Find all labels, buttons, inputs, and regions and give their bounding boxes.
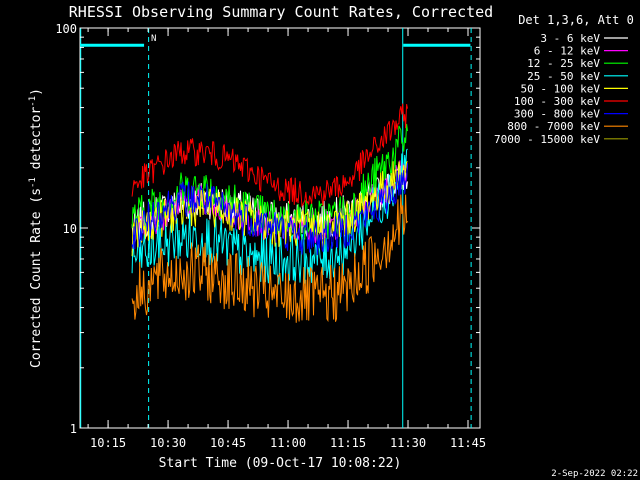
x-tick-label: 11:45: [450, 436, 486, 450]
series-line: [131, 103, 408, 208]
legend-title: Det 1,3,6, Att 0: [518, 13, 634, 27]
y-tick-label: 10: [63, 222, 77, 236]
y-tick-label: 100: [55, 22, 77, 36]
legend-label: 300 - 800 keV: [514, 108, 600, 121]
x-tick-label: 10:15: [90, 436, 126, 450]
x-tick-label: 11:00: [270, 436, 306, 450]
series-line: [131, 194, 408, 323]
series-line: [131, 160, 408, 253]
legend-label: 800 - 7000 keV: [507, 120, 600, 133]
y-axis-label: Corrected Count Rate (s-1 detector-1): [28, 88, 44, 368]
legend-label: 25 - 50 keV: [527, 70, 600, 83]
legend-label: 12 - 25 keV: [527, 57, 600, 70]
plot-date-stamp: 2-Sep-2022 02:22: [551, 469, 638, 479]
chart-title: RHESSI Observing Summary Count Rates, Co…: [69, 3, 493, 21]
x-tick-label: 11:15: [330, 436, 366, 450]
x-tick-label: 10:30: [150, 436, 186, 450]
legend-label: 7000 - 15000 keV: [494, 133, 600, 146]
x-tick-label: 10:45: [210, 436, 246, 450]
legend-label: 100 - 300 keV: [514, 95, 600, 108]
legend-label: 50 - 100 keV: [521, 82, 601, 95]
legend-label: 3 - 6 keV: [540, 32, 600, 45]
y-tick-label: 1: [70, 422, 77, 436]
series-line: [131, 162, 408, 256]
x-axis-label: Start Time (09-Oct-17 10:08:22): [159, 456, 402, 471]
flag-label: N: [151, 34, 156, 44]
x-tick-label: 11:30: [390, 436, 426, 450]
legend-label: 6 - 12 keV: [534, 45, 601, 58]
series-line: [131, 148, 408, 286]
